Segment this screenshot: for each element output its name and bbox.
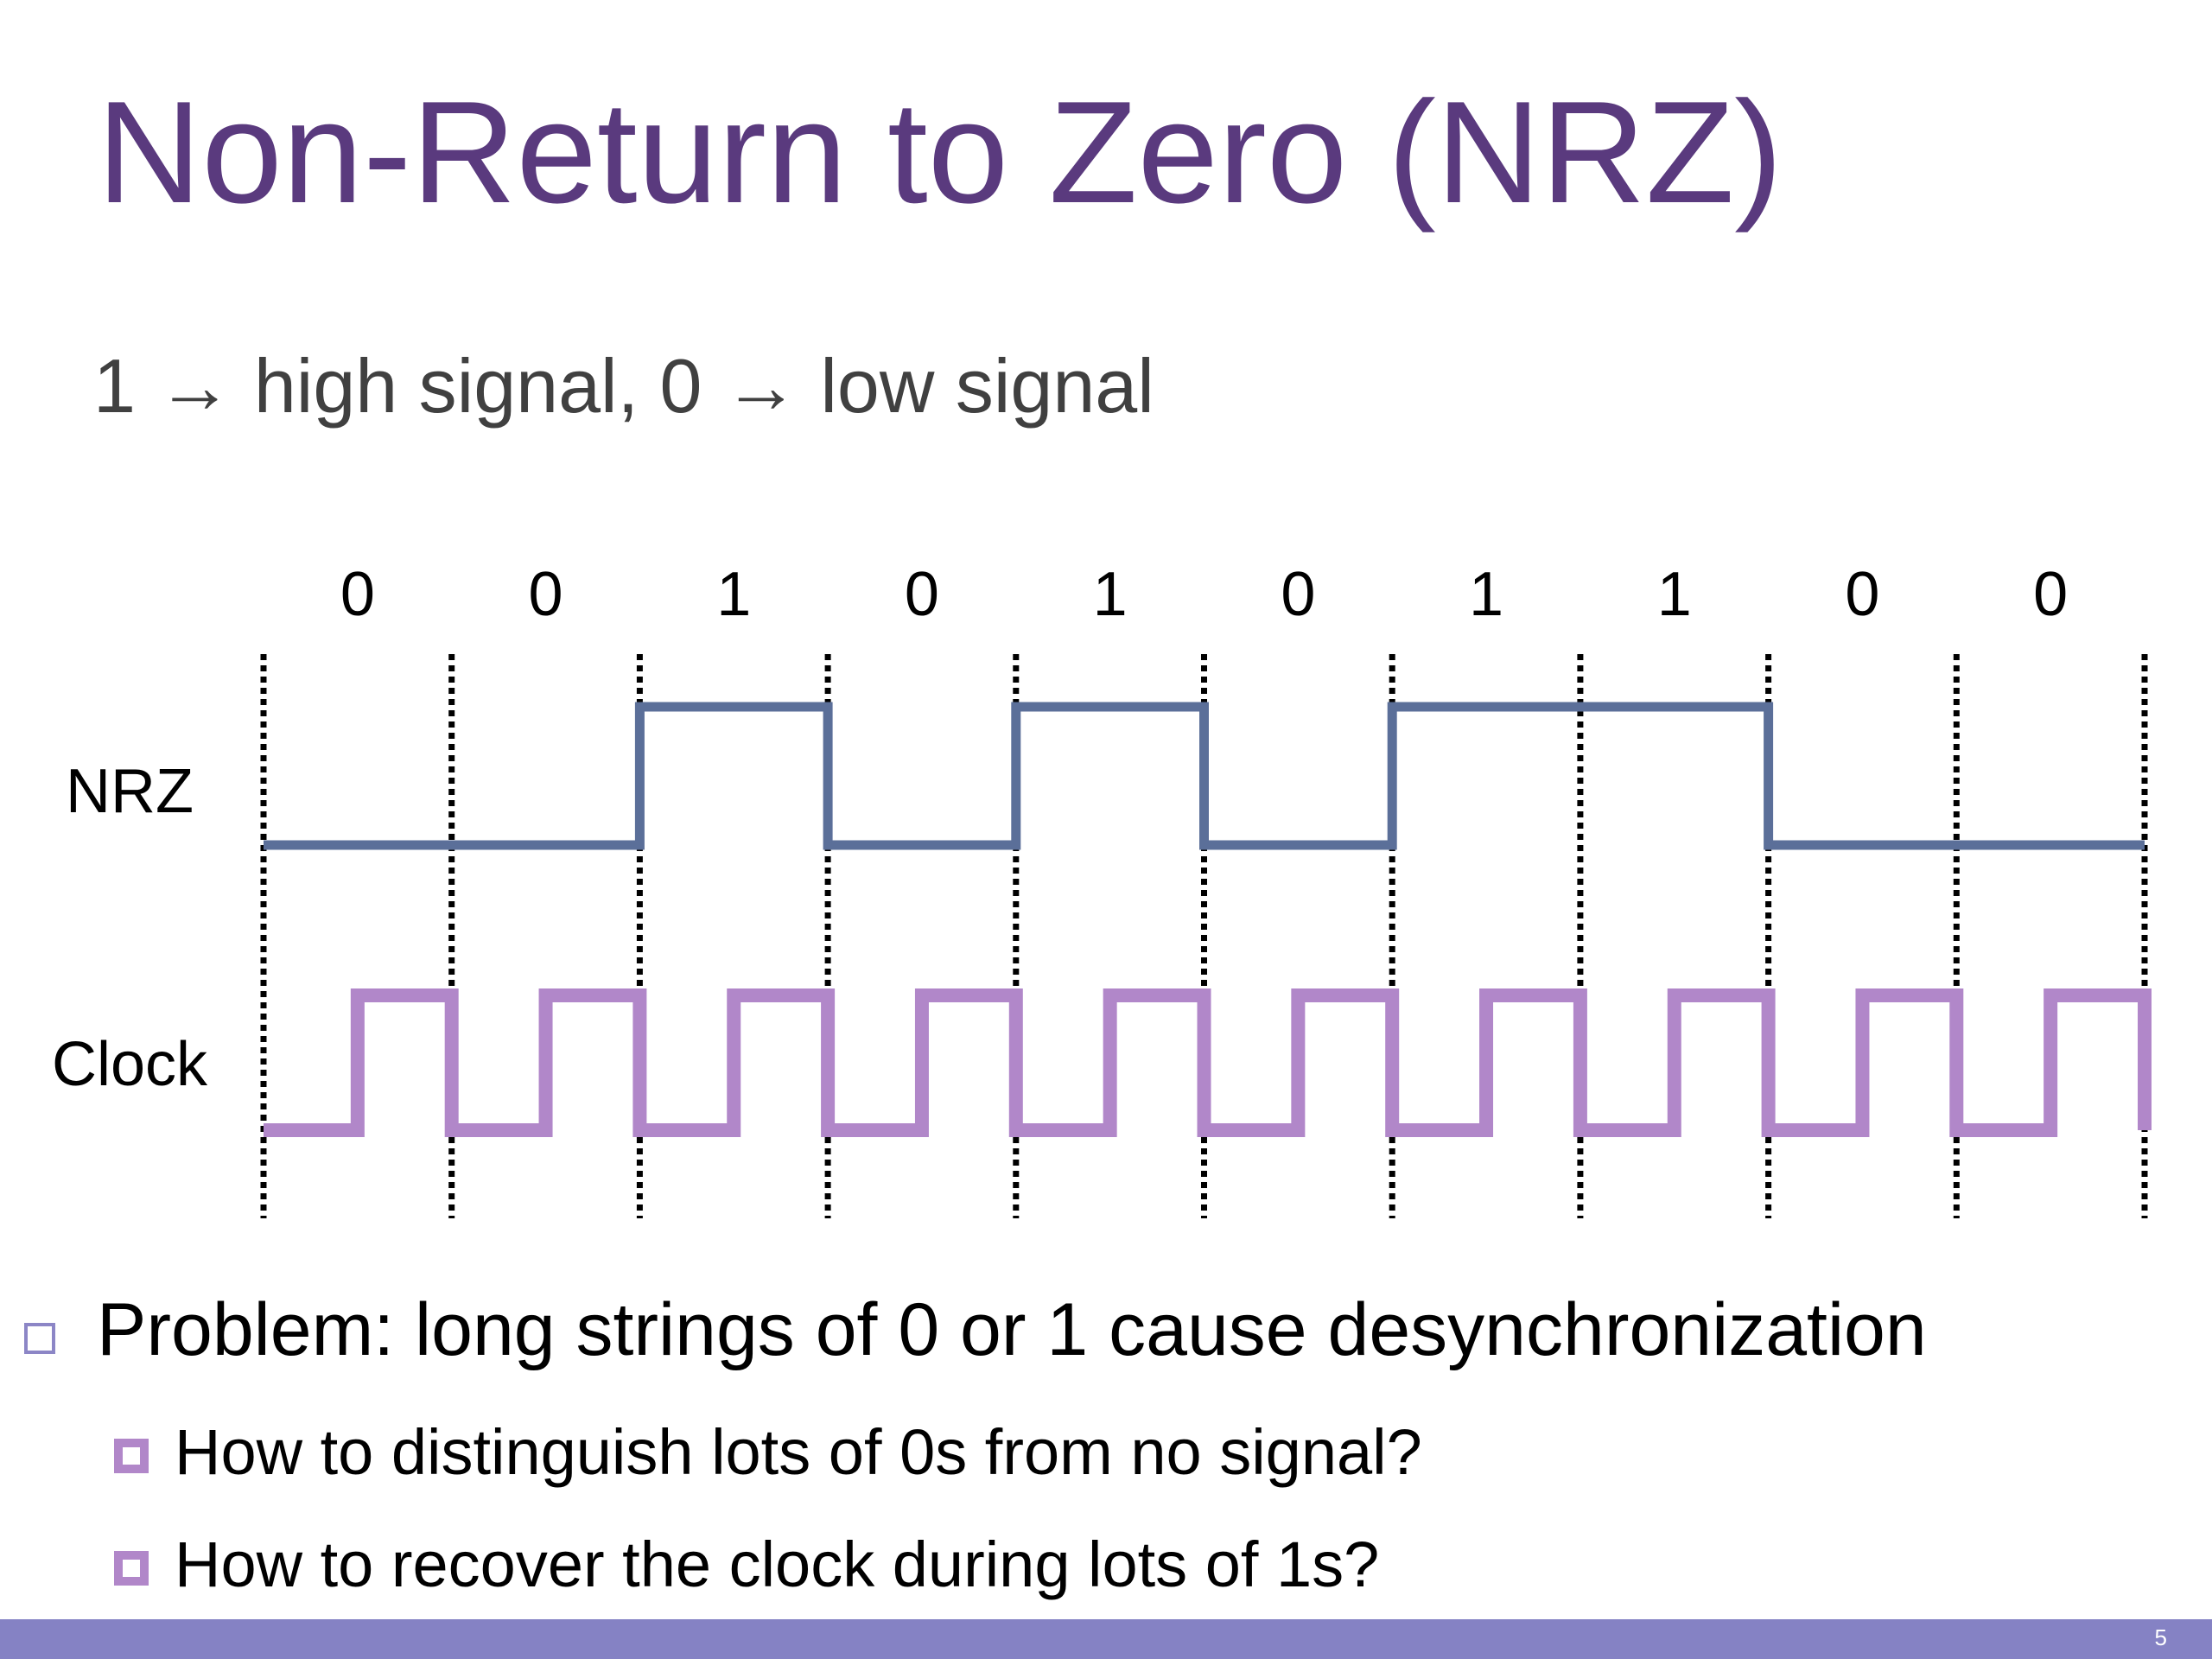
problem-bullet: Problem: long strings of 0 or 1 cause de… — [24, 1287, 1927, 1373]
sub-bullet-ones: How to recover the clock during lots of … — [114, 1528, 1379, 1601]
bit-label: 0 — [340, 560, 375, 629]
slide-title: Non-Return to Zero (NRZ) — [97, 71, 1783, 233]
problem-text: Problem: long strings of 0 or 1 cause de… — [97, 1288, 1927, 1371]
footer-bar: 5 — [0, 1619, 2212, 1659]
page-number: 5 — [2154, 1624, 2167, 1650]
bit-label: 1 — [1657, 560, 1692, 629]
sub-bullet-marker — [114, 1438, 149, 1473]
bullet-marker — [24, 1323, 55, 1355]
bit-label: 1 — [1469, 560, 1503, 629]
encoding-rule: 1 → high signal, 0 → low signal — [93, 343, 1154, 429]
bit-label: 0 — [529, 560, 563, 629]
bit-label: 0 — [1281, 560, 1315, 629]
sub-bullet-zeros: How to distinguish lots of 0s from no si… — [114, 1415, 1422, 1489]
bit-label: 0 — [2033, 560, 2068, 629]
nrz-label: NRZ — [66, 757, 194, 826]
waveforms — [264, 702, 2152, 1137]
bit-labels: 0 0 1 0 1 0 1 1 0 0 — [340, 560, 2068, 629]
sub-bullet-marker — [114, 1550, 149, 1586]
clock-waveform — [264, 988, 2152, 1137]
sub-bullet-text: How to recover the clock during lots of … — [175, 1529, 1380, 1600]
bit-label: 0 — [905, 560, 939, 629]
nrz-waveform — [264, 702, 2145, 850]
bit-label: 0 — [1845, 560, 1879, 629]
clock-label: Clock — [52, 1030, 208, 1099]
sub-bullet-text: How to distinguish lots of 0s from no si… — [175, 1416, 1422, 1488]
signal-labels: NRZ Clock — [52, 757, 208, 1099]
bit-label: 1 — [716, 560, 751, 629]
bit-label: 1 — [1093, 560, 1128, 629]
